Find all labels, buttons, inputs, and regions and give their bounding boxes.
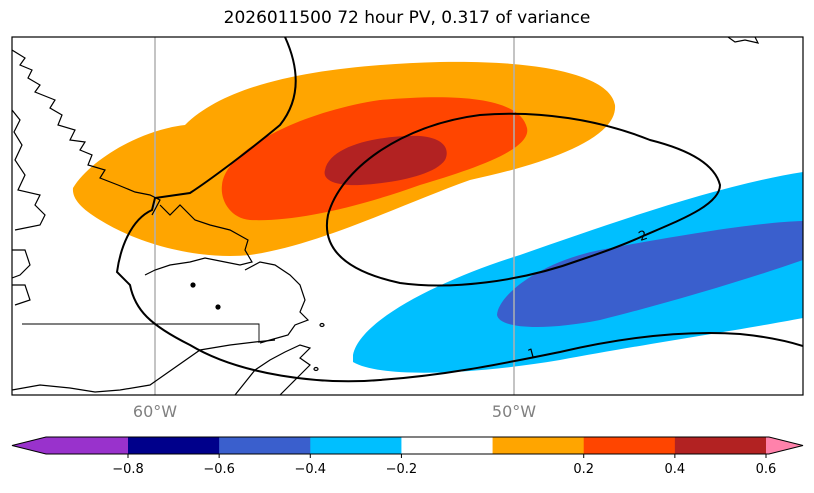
colorbar-bin (674, 437, 767, 454)
map-frame (11, 36, 804, 396)
contour-line-2 (326, 112, 722, 287)
colorbar-bin (219, 437, 311, 454)
colorbar-extend-max (766, 437, 803, 454)
pv-anomaly-neg-0.4 (497, 221, 803, 327)
colorbar-tick-label: 0.6 (755, 462, 777, 477)
pv-anomaly-pos-0.6 (324, 135, 447, 186)
colorbar-bin (583, 437, 676, 454)
colorbar-tick-label: 0.4 (664, 462, 686, 477)
colorbar-bin (128, 437, 220, 454)
colorbar-tick-label: −0.2 (385, 462, 418, 477)
chart-title: 2026011500 72 hour PV, 0.317 of variance (223, 8, 591, 28)
colorbar-extend-min (12, 437, 128, 454)
colorbar-tick-label: −0.4 (294, 462, 327, 477)
colorbar-tick-label: −0.6 (203, 462, 235, 477)
colorbar-bin (492, 437, 585, 454)
colorbar-bin (401, 437, 494, 454)
lon-label-50W: 50°W (491, 402, 537, 421)
colorbar-bin (310, 437, 402, 454)
colorbar-outline (11, 436, 804, 455)
contour-line-1 (115, 37, 803, 383)
colorbar-tick-label: −0.8 (112, 462, 144, 477)
colorbar-tick-label: 0.2 (573, 462, 595, 477)
map-axes-content: 2 1 (12, 37, 803, 395)
colorbar (11, 436, 804, 458)
lon-label-60W: 60°W (132, 402, 178, 421)
political-border (22, 323, 260, 343)
contour-label-1: 1 (526, 346, 538, 363)
